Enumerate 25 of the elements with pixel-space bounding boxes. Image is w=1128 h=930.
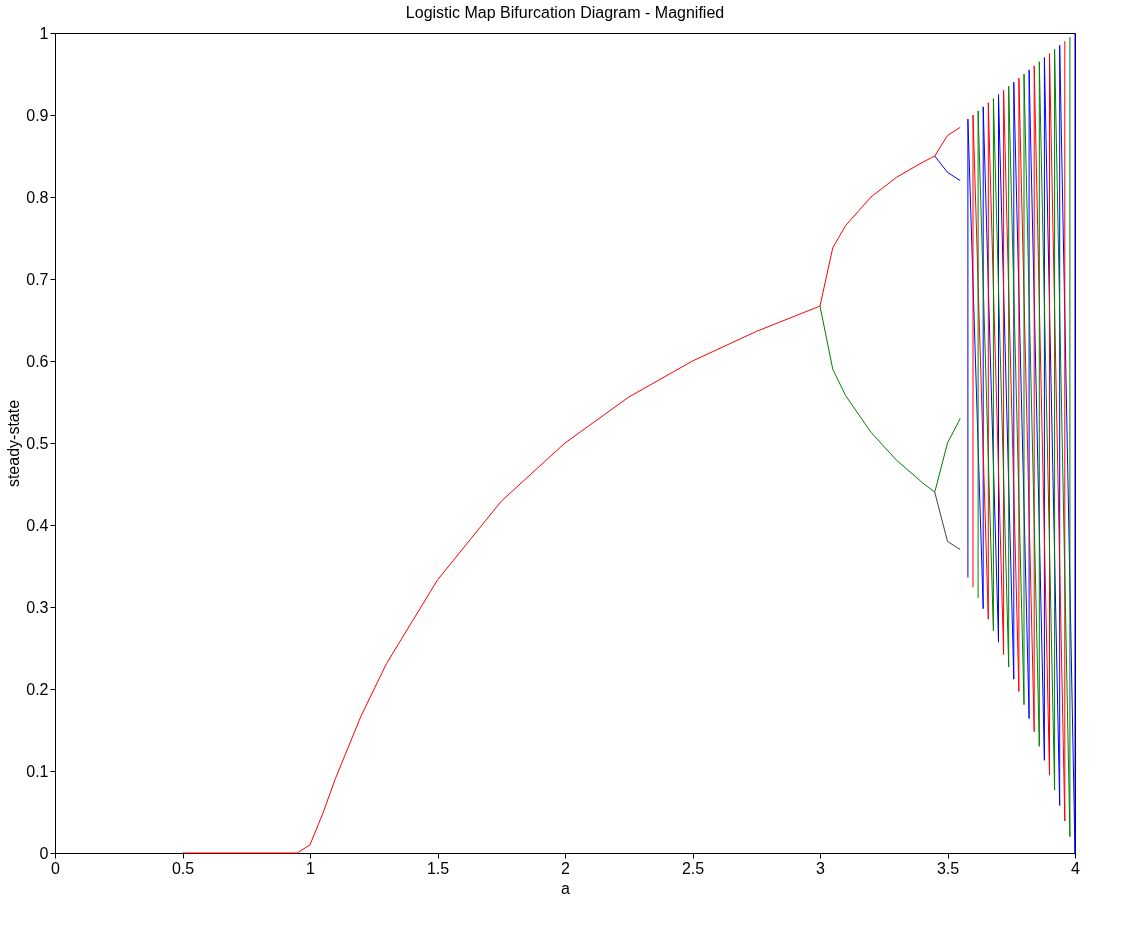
x-tick-label: 3.5 (936, 859, 960, 877)
y-tick-label: 0.6 (26, 352, 49, 370)
y-tick-label: 0 (39, 844, 49, 862)
x-tick-label: 1.5 (426, 859, 450, 877)
chart-title: Logistic Map Bifurcation Diagram - Magnified (405, 4, 725, 21)
x-tick-label: 0 (51, 859, 61, 877)
x-tick-label: 2.5 (681, 859, 705, 877)
y-tick-label: 0.4 (26, 516, 49, 534)
x-tick-label: 3 (816, 859, 826, 877)
line-series (819, 305, 961, 493)
y-tick-label: 0.2 (26, 680, 49, 698)
x-tick-label: 2 (561, 859, 571, 877)
y-tick-label: 1 (39, 24, 49, 42)
line-series (182, 126, 961, 854)
y-tick-label: 0.7 (26, 270, 49, 288)
x-tick-label: 1 (306, 859, 316, 877)
y-tick-label: 0.9 (26, 106, 49, 124)
y-tick-label: 0.3 (26, 598, 49, 616)
y-tick-label: 0.8 (26, 188, 49, 206)
x-tick-label: 4 (1071, 859, 1081, 877)
x-tick-label: 0.5 (171, 859, 195, 877)
y-tick-label: 0.1 (26, 762, 49, 780)
y-tick-label: 0.5 (26, 434, 49, 452)
y-axis-title: steady-state (5, 399, 23, 488)
x-axis-title: a (561, 879, 571, 897)
